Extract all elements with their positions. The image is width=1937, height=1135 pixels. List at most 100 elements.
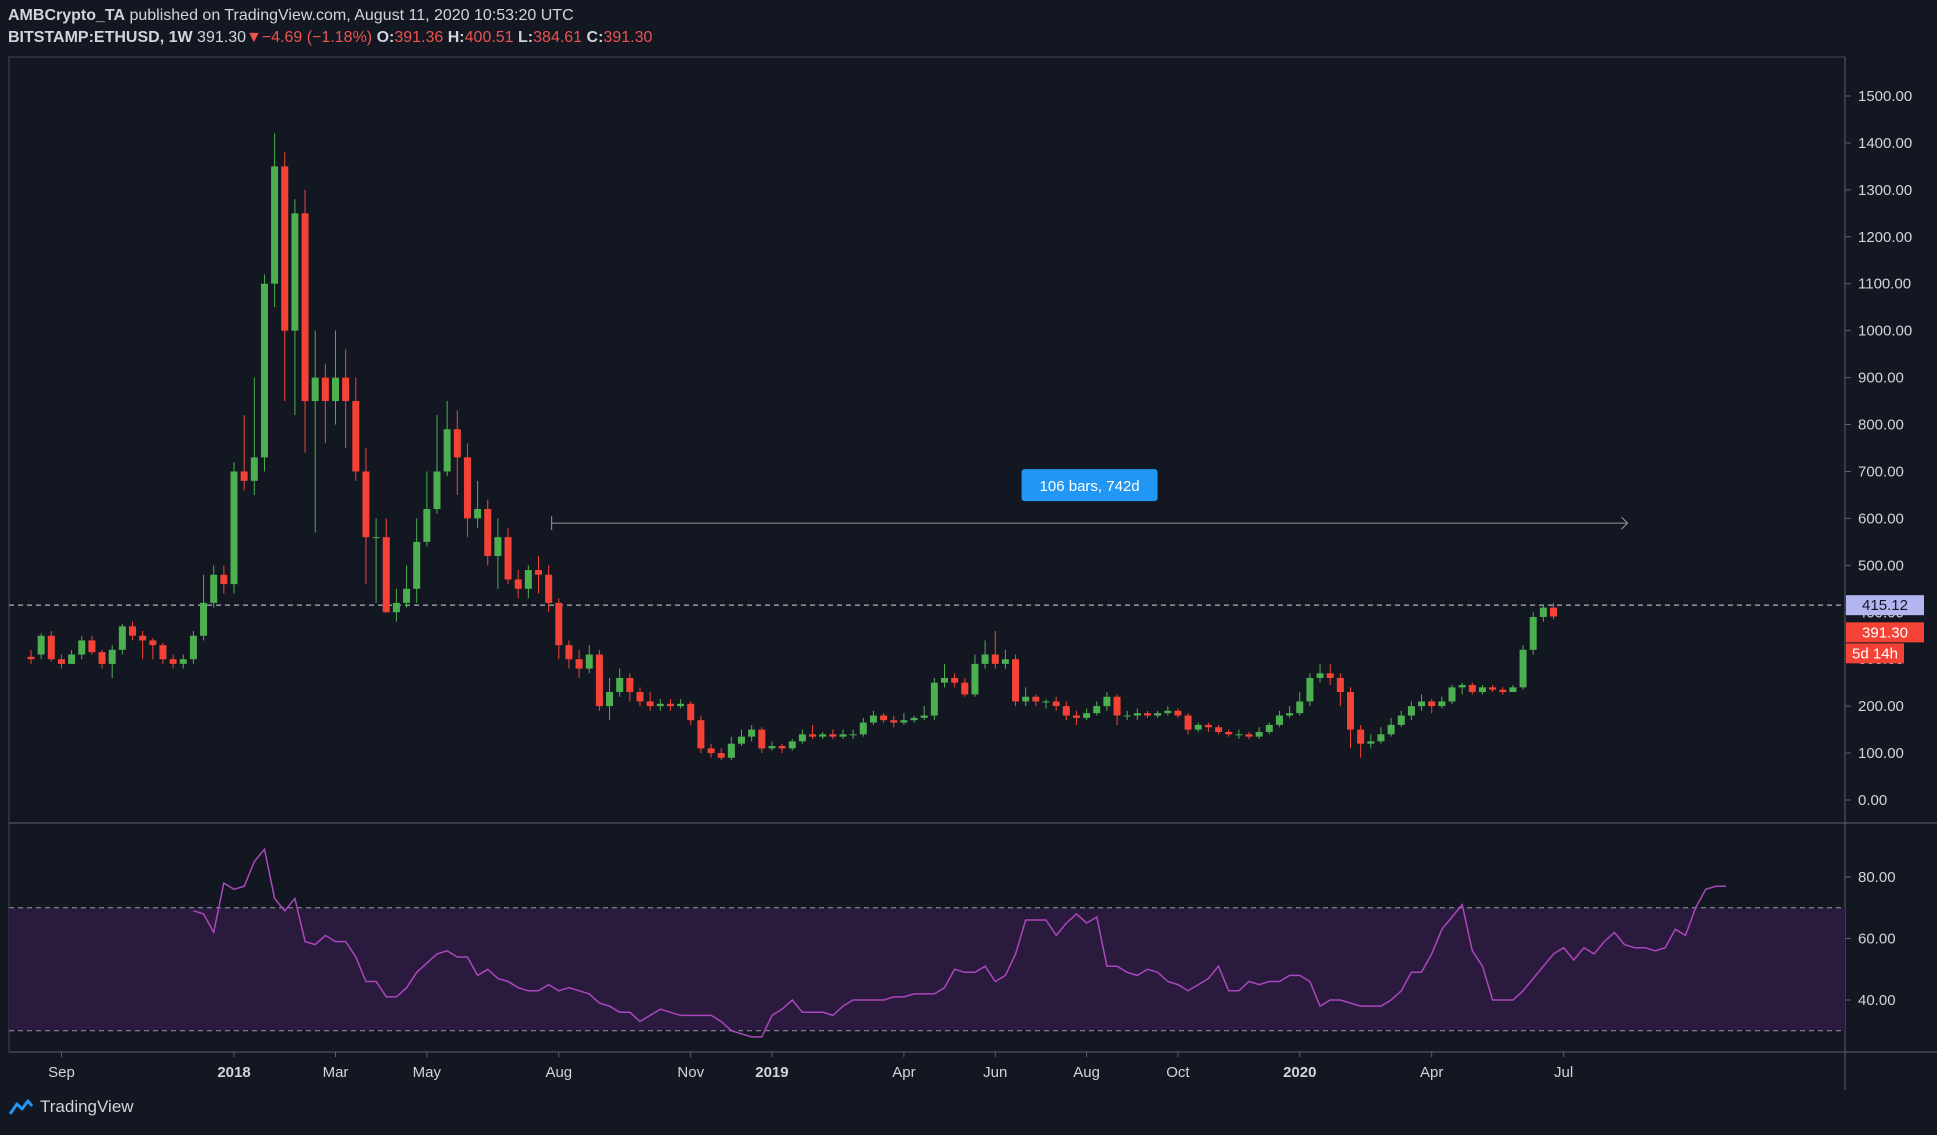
candle-body (1550, 607, 1557, 617)
time-tick-label: Nov (677, 1064, 704, 1081)
candle-body (423, 509, 431, 542)
last-price-box (1846, 622, 1924, 643)
candle-body (1275, 715, 1283, 725)
candle-body (1529, 616, 1537, 650)
author-name[interactable]: AMBCrypto_TA (8, 7, 126, 24)
candle-body (494, 537, 502, 556)
candle-body (758, 729, 766, 749)
price-tick-label: 100.00 (1858, 745, 1904, 762)
candle-body (372, 537, 380, 539)
candle-body (220, 574, 228, 585)
candle-body (727, 743, 735, 758)
price-tick-label: 500.00 (1858, 557, 1904, 574)
candle-body (768, 746, 776, 749)
candle-body (1245, 734, 1253, 737)
measure-label: 106 bars, 742d (1040, 478, 1140, 495)
candle-body (839, 734, 847, 737)
countdown-box (1846, 643, 1904, 664)
candle-body (1438, 701, 1446, 707)
candle-body (1022, 696, 1030, 702)
candle-body (1296, 701, 1304, 714)
candle-body (1144, 713, 1151, 716)
candle-body (1387, 724, 1395, 735)
candle-body (1468, 685, 1476, 693)
candle-body (169, 659, 177, 664)
time-tick-label: Oct (1166, 1064, 1190, 1081)
candle-body (514, 579, 522, 589)
candle-body (869, 715, 877, 723)
candle-body (352, 401, 360, 472)
candle-body (1225, 731, 1233, 735)
time-axis[interactable]: Sep 2018 Mar May Aug Nov 2019 Apr Jun Aug Oct 2020 A… (48, 1052, 1573, 1081)
price-tick-label: 1300.00 (1858, 182, 1912, 199)
price-tick-label: 200.00 (1858, 698, 1904, 715)
rsi-axis[interactable]: 80.00 60.00 40.00 (1845, 869, 1896, 1009)
candle-body (200, 602, 208, 636)
candle-body (271, 166, 279, 284)
candle-body (453, 429, 461, 458)
candle-body (1133, 713, 1141, 716)
candle-body (362, 471, 370, 538)
publish-text: published on TradingView.com, August 11,… (125, 7, 574, 24)
candle-body (1448, 687, 1456, 702)
candle-body (626, 677, 634, 693)
price-tick-label: 1200.00 (1858, 229, 1912, 246)
candle-body (890, 720, 898, 723)
candle-body (1336, 677, 1344, 693)
candle-body (707, 748, 715, 754)
time-tick-label: Sep (48, 1064, 75, 1081)
candle-body (545, 574, 553, 603)
candle-body (920, 715, 928, 718)
time-tick-label: Aug (545, 1064, 572, 1081)
candle-body (930, 682, 938, 716)
candle-body (687, 703, 695, 721)
candle-body (981, 654, 989, 664)
candle-body (129, 626, 136, 636)
candle-body (1407, 706, 1415, 716)
candle-body (880, 715, 888, 721)
candle-body (240, 471, 248, 481)
publish-info: AMBCrypto_TA published on TradingView.co… (8, 5, 652, 27)
candle-body (189, 635, 197, 660)
candle-body (1489, 687, 1497, 690)
time-tick-label: 2018 (217, 1064, 250, 1081)
date-range-measure[interactable]: 106 bars, 742d (551, 469, 1629, 531)
candle-body (616, 677, 624, 693)
tradingview-brand[interactable]: TradingView (40, 1097, 134, 1116)
candle-body (1083, 713, 1091, 718)
candle-body (748, 729, 756, 737)
candle-body (646, 701, 654, 707)
candle-body (1347, 692, 1354, 730)
candle-body (37, 635, 45, 655)
price-axis[interactable]: 1500.00 1400.00 1300.00 1200.00 1100.00 1000.… (1845, 88, 1912, 809)
candle-body (1062, 706, 1070, 716)
candle-body (575, 659, 583, 669)
candle-body (1235, 734, 1243, 736)
candle-body (595, 654, 603, 707)
candle-body (403, 588, 411, 603)
candle-body (57, 659, 65, 664)
candle-body (98, 652, 106, 664)
candle-body (819, 734, 827, 737)
time-tick-label: 2020 (1283, 1064, 1316, 1081)
candle-body (1042, 701, 1050, 703)
candle-body (1478, 687, 1486, 693)
candle-body (260, 283, 268, 458)
candle-body (321, 377, 329, 402)
candle-body (991, 654, 999, 664)
candle-body (666, 703, 674, 707)
symbol-interval[interactable]: BITSTAMP:ETHUSD, 1W (8, 29, 193, 46)
time-tick-label: Apr (892, 1064, 915, 1081)
candle-body (1458, 685, 1466, 688)
price-tick-label: 800.00 (1858, 417, 1904, 434)
candle-body (230, 471, 238, 585)
chart-area[interactable]: 1500.00 1400.00 1300.00 1200.00 1100.00 1000.… (0, 0, 1937, 1090)
price-tick-label: 0.00 (1858, 792, 1887, 809)
candle-body (1113, 696, 1121, 716)
candle-body (738, 736, 745, 744)
rsi-tick-label: 80.00 (1858, 869, 1896, 886)
candle-body (717, 753, 725, 758)
price-tick-label: 600.00 (1858, 510, 1904, 527)
candles-series (27, 133, 1557, 761)
candle-body (1519, 649, 1527, 688)
